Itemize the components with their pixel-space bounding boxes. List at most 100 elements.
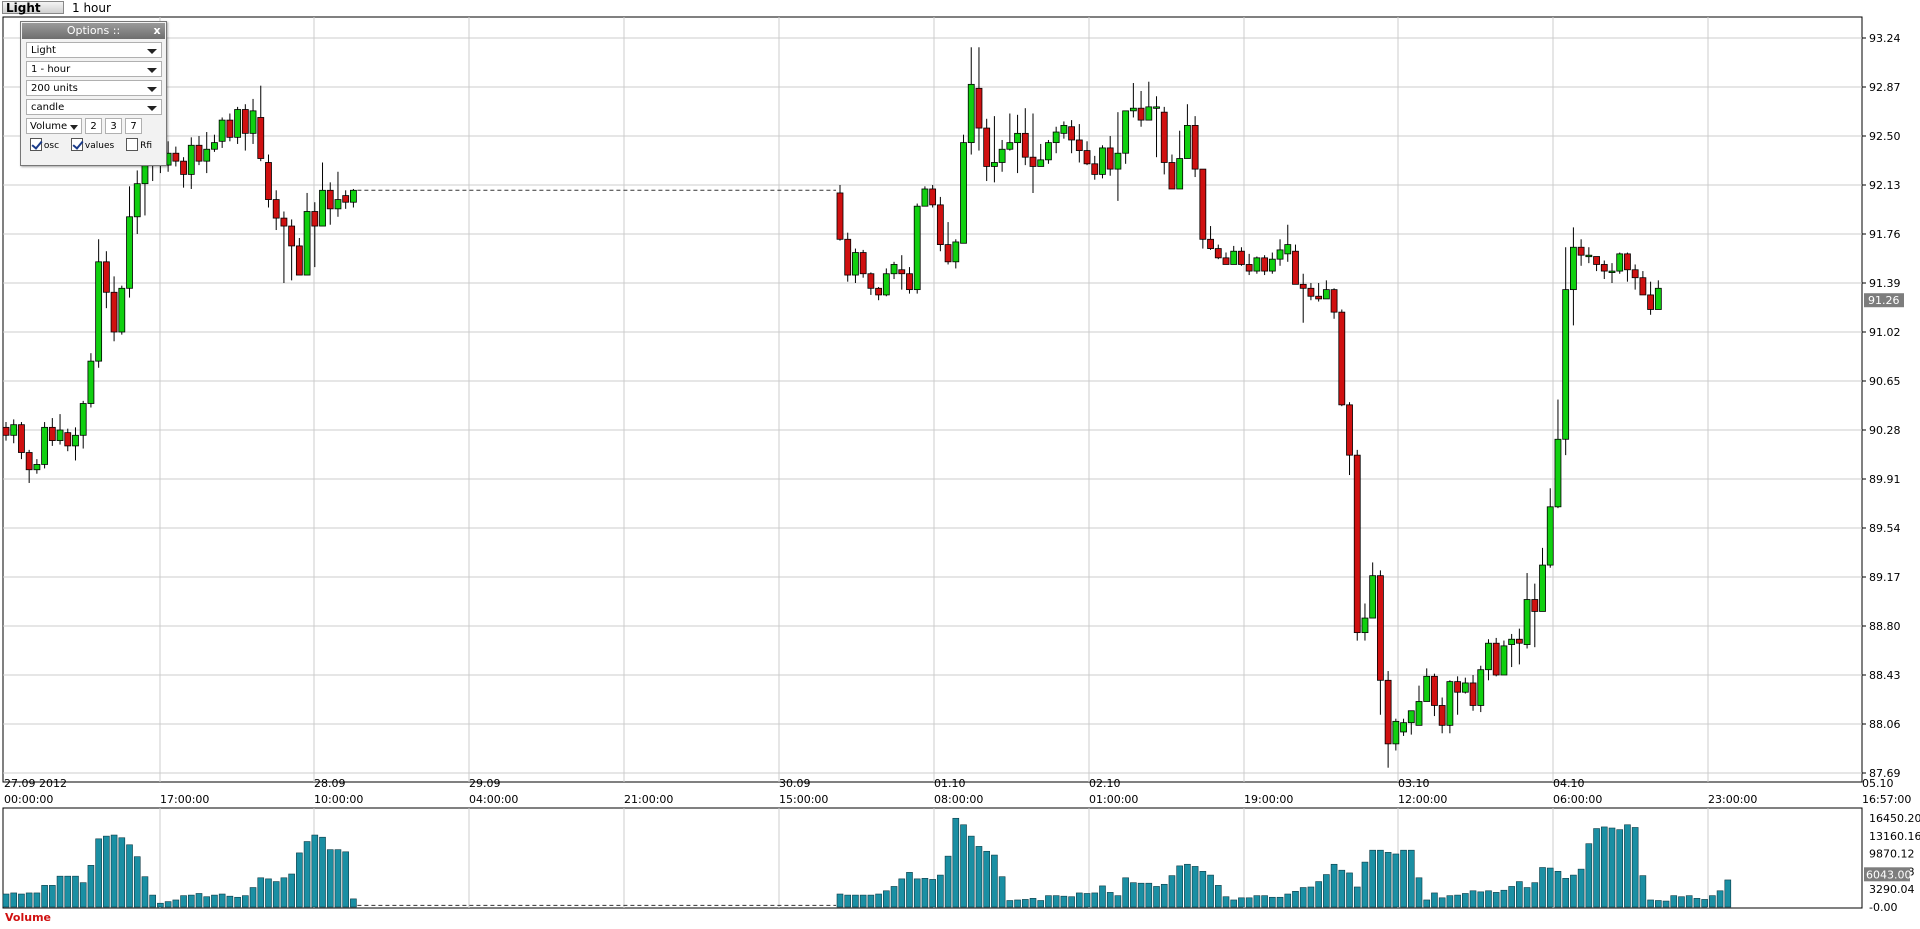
candle-up xyxy=(87,360,95,404)
volume-bar xyxy=(41,885,48,908)
volume-bar xyxy=(1570,874,1577,908)
y-tick-label: 88.80 xyxy=(1869,620,1901,633)
y-tick-label: 92.13 xyxy=(1869,179,1901,192)
volume-bar xyxy=(1438,897,1446,908)
volume-bar xyxy=(1091,892,1099,908)
volume-bar xyxy=(272,881,280,908)
volume-bar xyxy=(1222,896,1230,908)
indicator-select[interactable]: Volume xyxy=(26,118,82,134)
candle-up xyxy=(1392,720,1400,745)
theme-select[interactable]: Light xyxy=(26,42,162,58)
y-tick-label: 92.87 xyxy=(1869,81,1901,94)
time-label: 19:00:00 xyxy=(1244,793,1293,806)
volume-bar xyxy=(1122,877,1129,908)
volume-bar xyxy=(211,894,218,908)
volume-bar xyxy=(1307,886,1315,908)
osc-label: osc xyxy=(43,141,60,151)
volume-bar xyxy=(1099,885,1106,908)
volume-bar xyxy=(1245,897,1253,908)
volume-bar xyxy=(87,865,95,908)
volume-bar xyxy=(1624,824,1631,908)
volume-bar xyxy=(898,878,906,908)
volume-plot-frame xyxy=(2,807,1863,909)
volume-bar xyxy=(195,893,203,908)
volume-bar xyxy=(33,892,41,908)
indicator-param-1[interactable]: 2 xyxy=(85,118,102,134)
volume-bar xyxy=(280,877,288,908)
candle-down xyxy=(983,127,991,167)
indicator-param-3[interactable]: 7 xyxy=(125,118,142,134)
candle-down xyxy=(1492,642,1500,676)
volume-bar xyxy=(1585,843,1593,908)
candle-up xyxy=(1037,159,1045,167)
volume-bar xyxy=(1523,887,1531,908)
rfi-checkbox[interactable] xyxy=(126,138,139,151)
volume-bar xyxy=(1083,893,1091,908)
volume-bar xyxy=(350,898,357,908)
time-label: 10:00:00 xyxy=(314,793,363,806)
indicator-row: Volume 2 3 7 xyxy=(26,118,162,134)
volume-bar xyxy=(1238,897,1245,908)
volume-bar xyxy=(1145,882,1153,908)
volume-bar xyxy=(1153,886,1160,908)
candle-down xyxy=(1600,264,1608,272)
candle-down xyxy=(1106,147,1114,170)
period-select[interactable]: 1 - hour xyxy=(26,61,162,77)
volume-bar xyxy=(1400,849,1407,908)
candle-up xyxy=(33,464,41,471)
chart-type-select[interactable]: candle xyxy=(26,99,162,115)
volume-bar xyxy=(991,854,998,908)
volume-bar xyxy=(1431,892,1438,908)
indicator-param-2[interactable]: 3 xyxy=(105,118,122,134)
volume-bar xyxy=(1323,874,1330,908)
volume-bar xyxy=(1361,861,1369,908)
candle-up xyxy=(1122,110,1130,154)
volume-bar xyxy=(1415,877,1423,908)
volume-bar xyxy=(226,895,234,908)
time-label: 12:00:00 xyxy=(1398,793,1447,806)
values-checkbox[interactable] xyxy=(71,138,83,151)
volume-bar xyxy=(1006,900,1014,908)
candle-down xyxy=(1137,107,1145,121)
candle-down xyxy=(1160,111,1168,163)
candle-down xyxy=(1593,256,1600,265)
volume-bar xyxy=(1631,827,1639,908)
candle-up xyxy=(1485,642,1492,671)
close-icon[interactable]: x xyxy=(153,24,161,37)
candle-up xyxy=(187,144,195,175)
volume-bar xyxy=(883,890,890,908)
candle-up xyxy=(334,199,342,210)
volume-bar xyxy=(1068,896,1075,908)
options-panel-header[interactable]: Options :: x xyxy=(22,23,165,39)
units-select-value: 200 units xyxy=(31,83,78,94)
volume-bar xyxy=(1608,827,1616,908)
volume-bar xyxy=(1546,867,1554,908)
volume-bar xyxy=(1716,890,1724,908)
candle-up xyxy=(1284,244,1292,255)
candle-down xyxy=(1346,404,1353,456)
candle-down xyxy=(2,426,10,436)
osc-checkbox[interactable] xyxy=(30,138,42,151)
candle-down xyxy=(272,199,280,219)
volume-bar xyxy=(1554,870,1562,908)
volume-bar xyxy=(118,837,126,908)
candle-up xyxy=(890,264,898,275)
time-label: 16:57:00 xyxy=(1862,793,1911,806)
candle-up xyxy=(1500,645,1508,676)
candle-up xyxy=(852,252,859,276)
candle-down xyxy=(1330,289,1338,313)
candle-down xyxy=(1431,675,1438,706)
candle-down xyxy=(1222,257,1230,265)
candle-up xyxy=(211,142,218,150)
volume-bar xyxy=(960,824,967,908)
units-select[interactable]: 200 units xyxy=(26,80,162,96)
time-label: 01:00:00 xyxy=(1089,793,1138,806)
volume-bar xyxy=(929,879,936,908)
volume-bar xyxy=(1353,886,1361,908)
date-label: 04.10 xyxy=(1553,777,1585,790)
theme-button[interactable]: Light xyxy=(2,1,64,15)
candle-up xyxy=(79,403,87,436)
candle-up xyxy=(1608,270,1616,273)
candle-down xyxy=(1338,311,1346,406)
